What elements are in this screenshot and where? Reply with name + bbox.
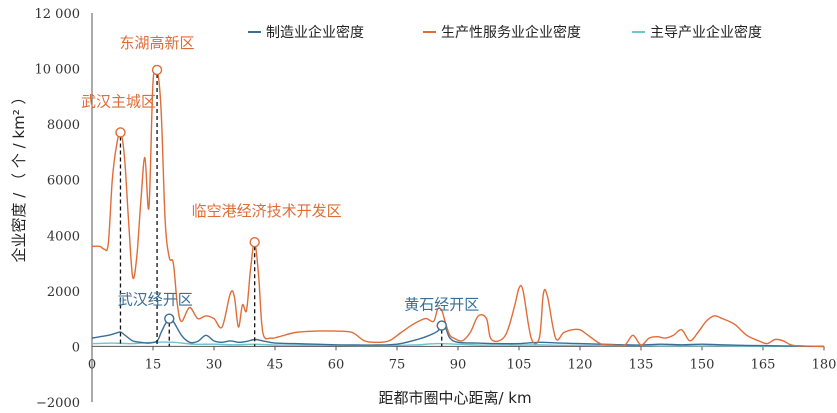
legend-label: 制造业企业密度 xyxy=(266,24,364,41)
x-tick-label: 120 xyxy=(568,357,593,372)
y-tick-label: 0 xyxy=(72,340,80,355)
y-tick-labels: −2000 0 2000 4000 6000 8000 10 000 12 000 xyxy=(35,7,81,411)
annotation-label: 临空港经济技术开发区 xyxy=(192,202,342,220)
y-tick-label: 6000 xyxy=(47,174,80,189)
x-tick-label: 0 xyxy=(88,357,96,372)
x-tick-label: 150 xyxy=(690,357,715,372)
annotation-marker xyxy=(436,320,447,331)
series-line-1 xyxy=(91,65,825,348)
annotation-label: 黄石经开区 xyxy=(404,296,479,314)
y-tick-label: 8000 xyxy=(47,118,80,133)
x-tick-label: 90 xyxy=(450,357,467,372)
x-tick-labels: 0 15 30 45 60 75 90 105 120 135 150 165 180 xyxy=(88,346,837,372)
legend: 制造业企业密度 生产性服务业企业密度 主导产业企业密度 xyxy=(248,24,762,41)
x-tick-label: 135 xyxy=(629,357,654,372)
series-line-0 xyxy=(91,317,825,348)
x-tick-label: 180 xyxy=(812,357,837,372)
y-tick-label: 10 000 xyxy=(35,63,81,78)
y-tick-label: 2000 xyxy=(47,285,80,300)
annotation-label: 武汉经开区 xyxy=(118,291,193,309)
legend-label: 主导产业企业密度 xyxy=(650,24,762,41)
series-line-2 xyxy=(91,341,825,348)
annotation-label: 东湖高新区 xyxy=(120,34,195,52)
annotation-marker xyxy=(164,313,175,324)
x-tick-label: 105 xyxy=(507,357,532,372)
x-tick-label: 75 xyxy=(389,357,406,372)
annotation-marker xyxy=(249,237,260,248)
x-tick-label: 165 xyxy=(751,357,776,372)
x-tick-label: 15 xyxy=(145,357,162,372)
y-axis-title: 企业密度 / （ 个 / km² ） xyxy=(10,89,28,262)
x-axis-title: 距都市圈中心距离/ km xyxy=(378,389,531,407)
y-tick-label: 4000 xyxy=(47,229,80,244)
y-tick-label: 12 000 xyxy=(35,7,81,22)
x-tick-label: 30 xyxy=(206,357,223,372)
x-tick-label: 45 xyxy=(267,357,284,372)
annotation-marker xyxy=(115,127,126,138)
legend-label: 生产性服务业企业密度 xyxy=(441,24,581,41)
annotation-marker xyxy=(151,64,163,76)
y-tick-label: −2000 xyxy=(36,396,80,411)
x-tick-label: 60 xyxy=(328,357,345,372)
series-lines xyxy=(91,65,825,348)
annotation-label: 武汉主城区 xyxy=(81,92,156,110)
